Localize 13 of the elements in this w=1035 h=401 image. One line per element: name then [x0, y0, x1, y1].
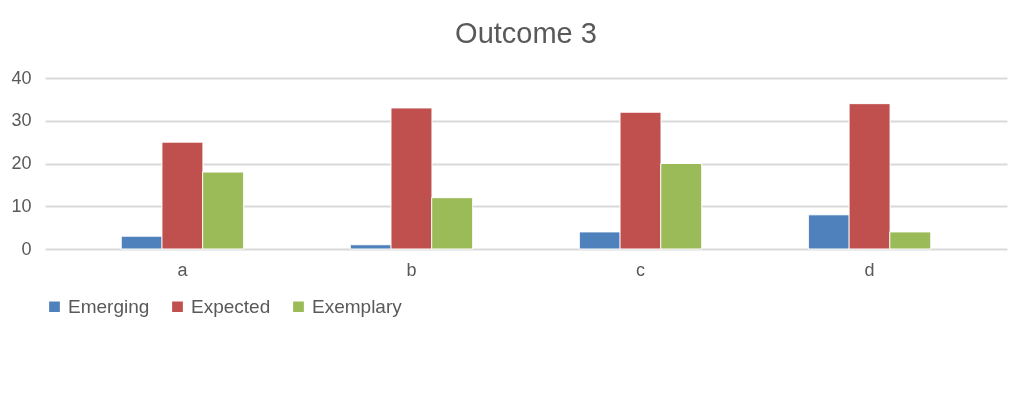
- legend-label: Exemplary: [312, 295, 403, 317]
- x-tick-label: d: [864, 259, 875, 280]
- y-tick-label: 0: [21, 238, 32, 259]
- legend-label: Emerging: [68, 295, 150, 317]
- x-tick-label: b: [406, 259, 417, 280]
- y-tick-label: 10: [11, 195, 32, 216]
- legend-label: Expected: [191, 295, 271, 317]
- y-tick-label: 30: [11, 110, 32, 131]
- y-tick-label: 20: [11, 153, 32, 173]
- x-tick-label: a: [177, 259, 189, 280]
- x-tick-label: c: [636, 259, 646, 280]
- y-tick-label: 40: [11, 67, 32, 88]
- chart-title: Outcome 3: [455, 17, 597, 49]
